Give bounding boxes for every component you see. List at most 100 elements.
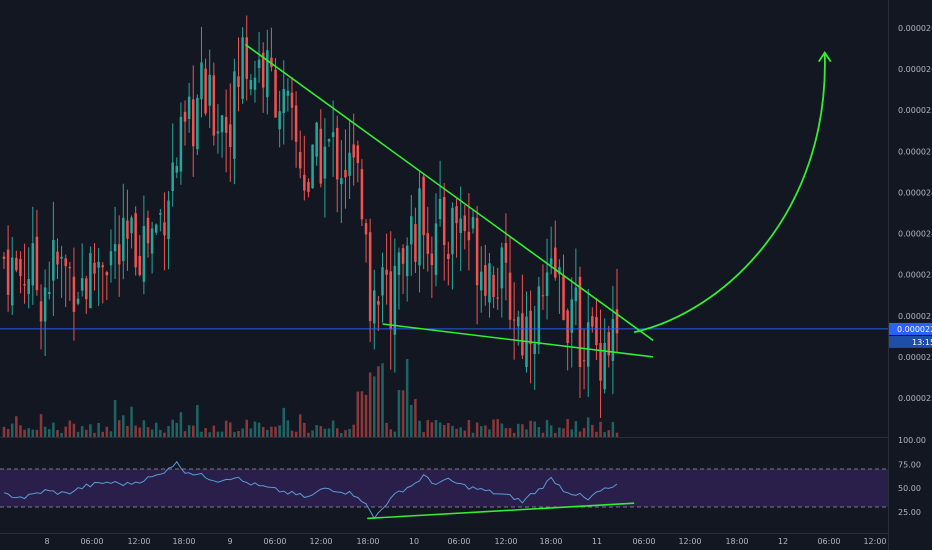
volume-bar xyxy=(615,432,619,437)
volume-bar xyxy=(410,404,413,437)
time-tick-label: 18:00 xyxy=(539,537,562,546)
candle-body xyxy=(126,220,129,239)
volume-bar xyxy=(68,420,72,437)
candle-body xyxy=(266,50,269,98)
candle-body xyxy=(327,139,331,142)
candle-body xyxy=(138,256,142,276)
candle-body xyxy=(311,144,314,189)
candle-body xyxy=(405,245,409,277)
volume-bar xyxy=(537,427,541,437)
candle-body xyxy=(105,272,109,276)
volume-bar xyxy=(163,432,166,437)
volume-bar xyxy=(15,416,18,437)
candle-body xyxy=(97,261,100,268)
volume-bar xyxy=(6,429,10,437)
candle-body xyxy=(373,290,376,324)
candle-body xyxy=(27,278,30,294)
candle-body xyxy=(298,151,302,169)
candle-body xyxy=(368,232,372,322)
candle-body xyxy=(541,295,545,297)
projection-arrowhead xyxy=(818,51,832,63)
volume-bar xyxy=(381,363,384,437)
candle-body xyxy=(2,256,6,259)
price-tick-label: 0.00002650 xyxy=(898,24,932,33)
volume-bar xyxy=(245,419,248,437)
volume-bar xyxy=(529,420,532,437)
volume-bar xyxy=(319,426,323,437)
volume-bar xyxy=(138,427,142,437)
candle-body xyxy=(134,213,137,268)
axes: 0.00002650 0.00002600 0.00002550 0.00002500… xyxy=(44,24,932,546)
volume-bar xyxy=(471,432,475,437)
upper-trendline xyxy=(244,43,654,342)
volume-bar xyxy=(241,428,244,437)
candle-body xyxy=(381,267,384,296)
candle-body xyxy=(615,309,619,334)
volume-bar xyxy=(72,423,76,437)
candle-body xyxy=(171,162,174,192)
volume-bar xyxy=(512,432,516,437)
candle-body xyxy=(595,316,598,346)
volume-bar xyxy=(56,429,59,437)
candle-body xyxy=(6,249,10,295)
volume-bar xyxy=(348,428,351,437)
volume-bar xyxy=(191,425,195,437)
volume-bar xyxy=(60,432,63,437)
volume-bar xyxy=(426,420,430,437)
candle-body xyxy=(323,146,327,179)
volume-bar xyxy=(364,394,368,437)
volume-bar xyxy=(405,359,409,437)
candle-body xyxy=(426,233,430,254)
volume-bar xyxy=(220,431,224,437)
candle-body xyxy=(31,243,35,286)
candle-body xyxy=(15,257,18,271)
time-tick-label: 12:00 xyxy=(494,537,517,546)
time-tick-label: 12:00 xyxy=(309,537,332,546)
rsi-line xyxy=(3,460,618,520)
volume-bar xyxy=(93,432,96,437)
candle-body xyxy=(591,316,594,327)
candle-body xyxy=(52,239,55,281)
candle-body xyxy=(56,251,59,265)
volume-bar xyxy=(582,428,586,437)
candle-body xyxy=(484,265,487,296)
volume-bar xyxy=(298,414,302,437)
volume-bar xyxy=(389,429,392,437)
rsi-tick-label: 75.00 xyxy=(898,460,921,469)
candle-body xyxy=(389,271,392,330)
candle-body xyxy=(554,247,557,278)
candle-body xyxy=(64,258,67,267)
volume-bar xyxy=(175,422,179,437)
candle-body xyxy=(294,105,298,142)
volume-bar xyxy=(105,426,109,437)
grid-layer xyxy=(0,0,889,550)
candle-body xyxy=(537,286,541,345)
volume-bar xyxy=(578,431,582,437)
volume-bar xyxy=(603,432,606,437)
volume-bar xyxy=(200,431,203,437)
volume-bar xyxy=(323,428,327,437)
candle-body xyxy=(43,287,47,322)
price-tick-label: 0.00002500 xyxy=(898,147,932,156)
candle-body xyxy=(47,292,51,294)
volume-bar xyxy=(475,422,479,437)
candle-body xyxy=(278,111,281,130)
volume-bar xyxy=(397,389,401,437)
volume-bar xyxy=(393,431,397,437)
candle-body xyxy=(471,217,475,229)
volume-bar xyxy=(566,419,569,437)
volume-bar xyxy=(554,432,557,437)
candle-body xyxy=(319,128,323,184)
volume-bar xyxy=(117,420,121,437)
candle-body xyxy=(438,198,442,220)
candle-body xyxy=(187,96,191,119)
volume-bar xyxy=(303,422,306,437)
rsi-tick-label: 50.00 xyxy=(898,484,921,493)
candle-body xyxy=(397,252,401,275)
volume-bar xyxy=(10,423,14,437)
volume-bar xyxy=(385,422,388,437)
candle-body xyxy=(315,122,318,157)
candle-body xyxy=(212,75,216,136)
